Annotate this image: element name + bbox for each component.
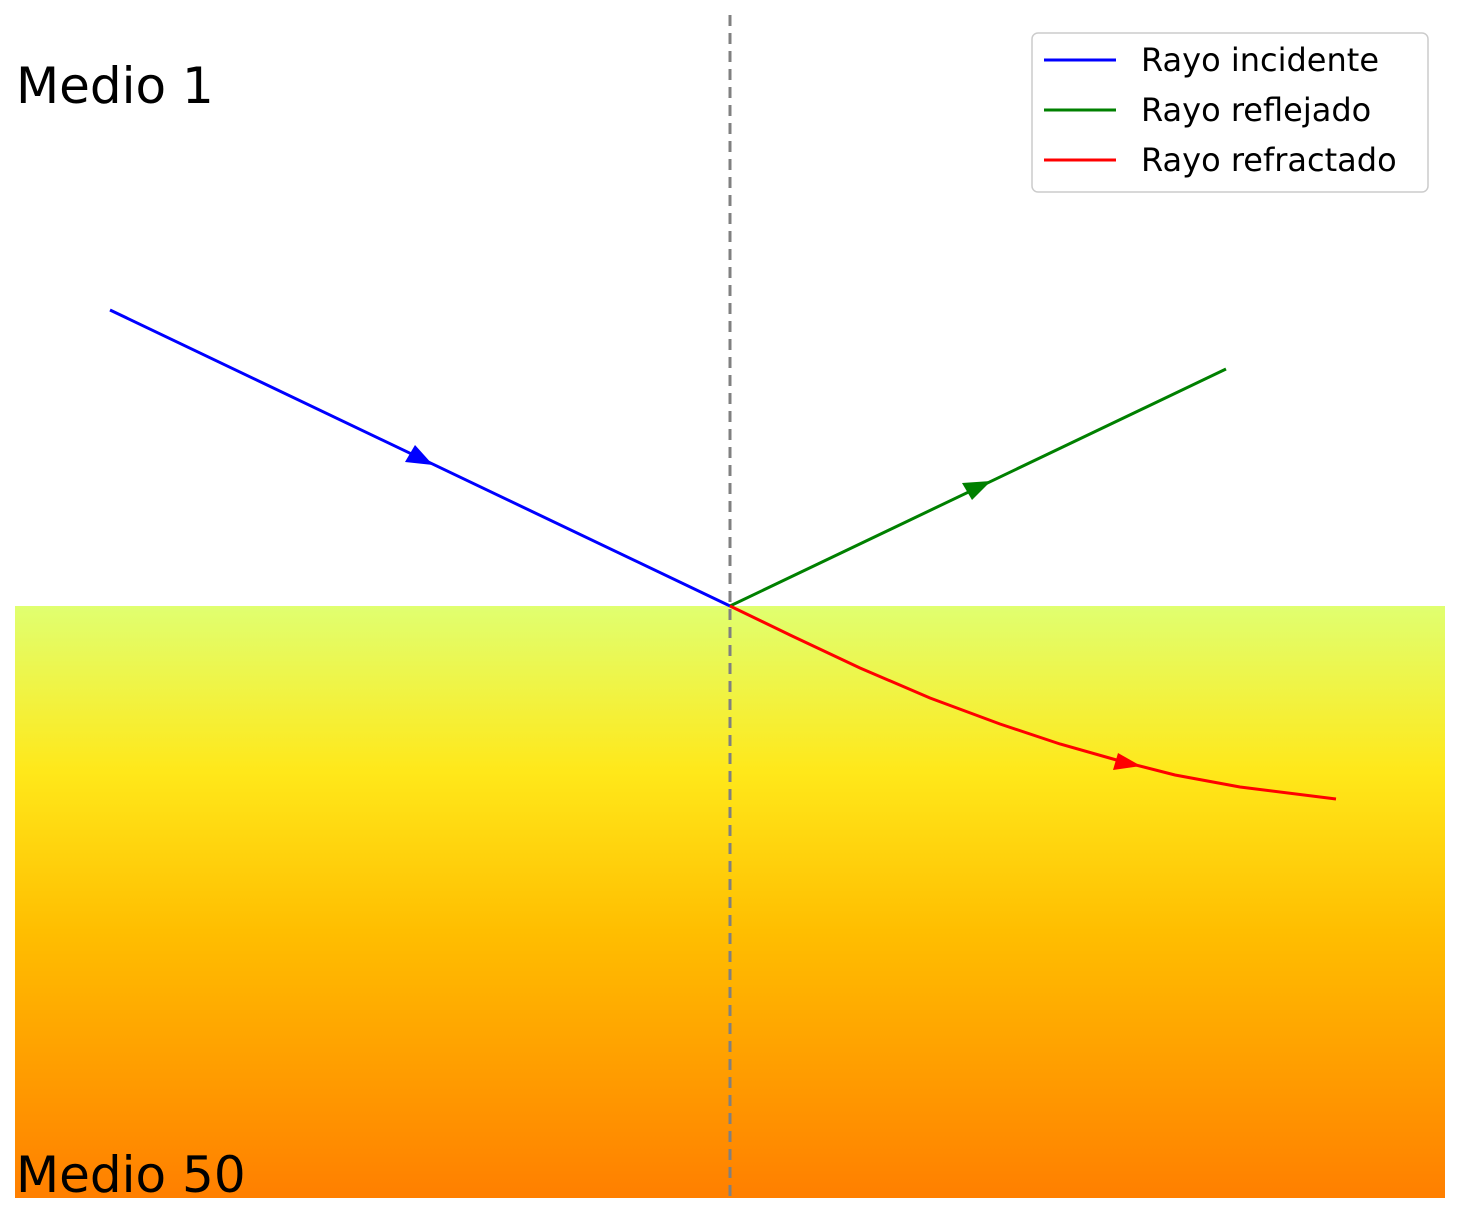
legend-label-reflected: Rayo reflejado xyxy=(1141,91,1371,129)
legend-label-refracted: Rayo refractado xyxy=(1141,141,1397,179)
refracted-ray-arrow xyxy=(1113,753,1141,770)
incident-ray-arrow xyxy=(405,445,433,465)
legend: Rayo incidente Rayo reflejado Rayo refra… xyxy=(1031,32,1429,193)
refracted-ray xyxy=(729,604,1337,801)
reflected-ray-arrow xyxy=(962,481,991,500)
lower-medium-label: Medio 50 xyxy=(16,1146,246,1204)
legend-frame xyxy=(1031,32,1429,193)
legend-label-incident: Rayo incidente xyxy=(1141,41,1379,79)
upper-medium-label: Medio 1 xyxy=(16,57,214,115)
